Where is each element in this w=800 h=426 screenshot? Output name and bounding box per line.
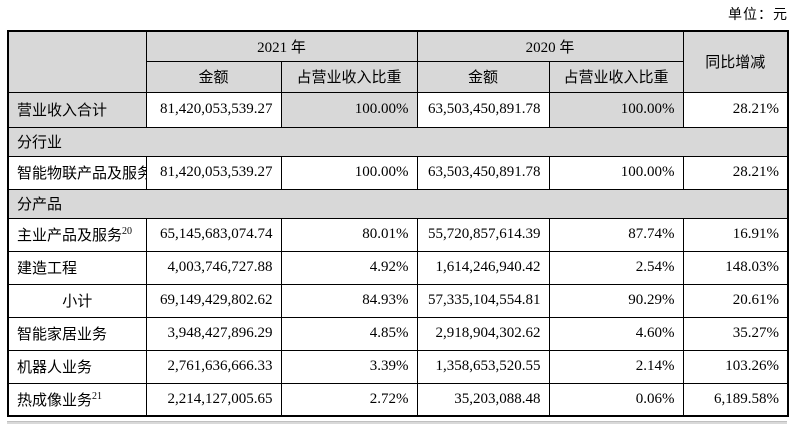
- table-row: 热成像业务21 2,214,127,005.65 2.72% 35,203,08…: [7, 382, 789, 417]
- yoy-change: 103.26%: [682, 349, 789, 384]
- row-label: 主业产品及服务20: [7, 217, 147, 252]
- share-2020: 87.74%: [548, 217, 684, 252]
- amount-2020: 2,918,904,302.62: [416, 316, 550, 351]
- table-row: 智能物联产品及服务 81,420,053,539.27 100.00% 63,5…: [7, 155, 789, 190]
- amount-2021: 69,149,429,802.62: [145, 283, 282, 318]
- table-row: 智能家居业务 3,948,427,896.29 4.85% 2,918,904,…: [7, 316, 789, 351]
- table-row: 建造工程 4,003,746,727.88 4.92% 1,614,246,94…: [7, 250, 789, 285]
- row-label: 建造工程: [7, 250, 147, 285]
- unit-label: 单位：元: [728, 8, 788, 23]
- footnote-ref: 20: [122, 226, 133, 237]
- next-table-edge: [7, 421, 787, 424]
- footnote-ref: 21: [92, 390, 103, 402]
- amount-2020: 55,720,857,614.39: [416, 217, 550, 252]
- amount-2020: 63,503,450,891.78: [416, 155, 550, 190]
- yoy-change: 6,189.58%: [682, 382, 789, 417]
- amount-2021: 81,420,053,539.27: [145, 91, 282, 128]
- share-2020: 2.54%: [548, 250, 684, 285]
- yoy-change: 28.21%: [682, 91, 789, 128]
- row-label: 营业收入合计: [7, 91, 147, 128]
- amount-2021: 4,003,746,727.88: [145, 250, 282, 285]
- share-2021: 84.93%: [280, 283, 418, 318]
- yoy-change: 16.91%: [682, 217, 789, 252]
- share-2021: 100.00%: [280, 91, 418, 128]
- amount-2020: 1,614,246,940.42: [416, 250, 550, 285]
- yoy-change: 35.27%: [682, 316, 789, 351]
- row-label-text: 主业产品及服务: [17, 228, 123, 244]
- row-label: 热成像业务21: [7, 382, 147, 417]
- amount-2021: 3,948,427,896.29: [145, 316, 282, 351]
- share-2020: 2.14%: [548, 349, 684, 384]
- share-2020: 0.06%: [548, 382, 684, 417]
- amount-2021: 2,761,636,666.33: [145, 349, 282, 384]
- table-row-total: 营业收入合计 81,420,053,539.27 100.00% 63,503,…: [7, 91, 789, 128]
- header-share-2021: 占营业收入比重: [280, 60, 418, 93]
- header-amount-2021: 金额: [145, 60, 282, 93]
- amount-2020: 57,335,104,554.81: [416, 283, 550, 318]
- section-row-by-product: 分产品: [7, 188, 789, 219]
- amount-2021: 81,420,053,539.27: [145, 155, 282, 190]
- table-row-subtotal: 小计 69,149,429,802.62 84.93% 57,335,104,5…: [7, 283, 789, 318]
- amount-2020: 1,358,653,520.55: [416, 349, 550, 384]
- row-label: 机器人业务: [7, 349, 147, 384]
- table-row: 主业产品及服务20 65,145,683,074.74 80.01% 55,72…: [7, 217, 789, 252]
- table-row: 机器人业务 2,761,636,666.33 3.39% 1,358,653,5…: [7, 349, 789, 384]
- row-label: 智能物联产品及服务: [7, 155, 147, 190]
- share-2021: 4.85%: [280, 316, 418, 351]
- row-label: 智能家居业务: [7, 316, 147, 351]
- header-amount-2020: 金额: [416, 60, 550, 93]
- revenue-breakdown-table: 2021 年 2020 年 同比增减 金额 占营业收入比重 金额 占营业收入比重…: [7, 30, 790, 417]
- header-year-2020: 2020 年: [416, 30, 684, 62]
- share-2021: 2.72%: [280, 382, 418, 417]
- share-2020: 100.00%: [548, 155, 684, 190]
- share-2021: 3.39%: [280, 349, 418, 384]
- corner-cell: [7, 30, 147, 93]
- section-row-by-industry: 分行业: [7, 126, 789, 157]
- yoy-change: 148.03%: [682, 250, 789, 285]
- amount-2020: 35,203,088.48: [416, 382, 550, 417]
- section-label: 分产品: [7, 188, 789, 219]
- amount-2021: 2,214,127,005.65: [145, 382, 282, 417]
- share-2021: 4.92%: [280, 250, 418, 285]
- share-2020: 100.00%: [548, 91, 684, 128]
- share-2020: 90.29%: [548, 283, 684, 318]
- share-2021: 80.01%: [280, 217, 418, 252]
- yoy-change: 20.61%: [682, 283, 789, 318]
- yoy-change: 28.21%: [682, 155, 789, 190]
- header-share-2020: 占营业收入比重: [548, 60, 684, 93]
- header-year-2021: 2021 年: [145, 30, 418, 62]
- row-label-text: 热成像业务: [17, 392, 93, 409]
- share-2020: 4.60%: [548, 316, 684, 351]
- amount-2021: 65,145,683,074.74: [145, 217, 282, 252]
- share-2021: 100.00%: [280, 155, 418, 190]
- header-yoy-change: 同比增减: [682, 30, 789, 93]
- section-label: 分行业: [7, 126, 789, 157]
- amount-2020: 63,503,450,891.78: [416, 91, 550, 128]
- row-label: 小计: [7, 283, 147, 318]
